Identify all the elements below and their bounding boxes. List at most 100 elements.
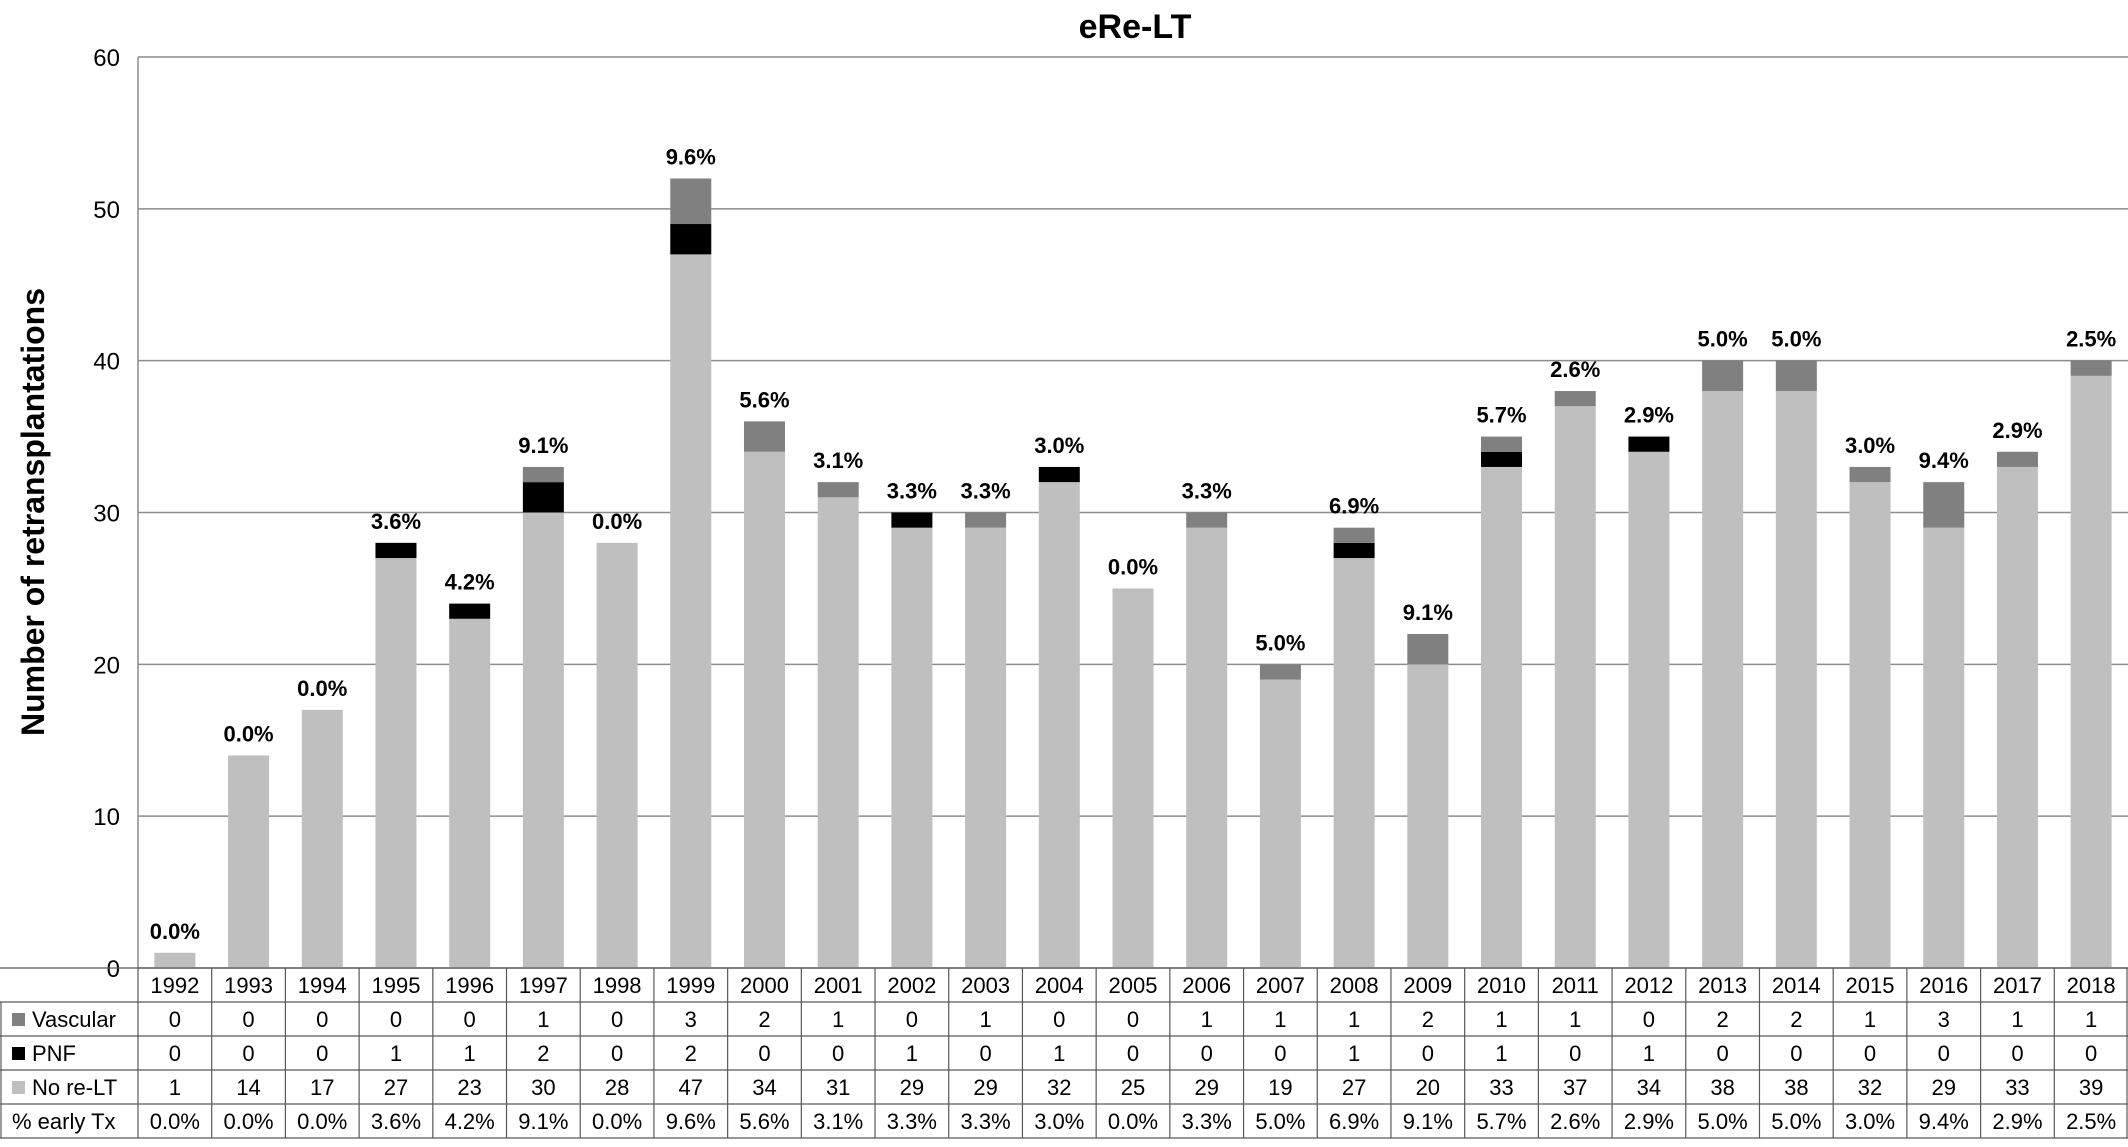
bar-segment-vascular: [2070, 360, 2112, 376]
bar-percent-label: 3.1%: [813, 448, 863, 473]
table-cell: 1: [1864, 1007, 1876, 1032]
bar-segment-no-re-lt: [1038, 482, 1080, 968]
table-cell: 0: [1274, 1041, 1286, 1066]
table-cell: 0: [1790, 1041, 1802, 1066]
legend-swatch: [12, 1047, 25, 1060]
bar-segment-no-re-lt: [1996, 466, 2038, 968]
bar-segment-no-re-lt: [1112, 588, 1154, 968]
table-cell: 9.6%: [666, 1109, 716, 1134]
x-category-label: 2015: [1846, 973, 1895, 998]
table-cell: 2: [685, 1041, 697, 1066]
table-cell: 1: [979, 1007, 991, 1032]
table-cell: 0: [758, 1041, 770, 1066]
table-cell: 0: [1569, 1041, 1581, 1066]
table-cell: 3.6%: [371, 1109, 421, 1134]
bar-segment-no-re-lt: [1554, 406, 1596, 968]
table-cell: 1: [537, 1007, 549, 1032]
table-cell: 2: [758, 1007, 770, 1032]
bar-segment-no-re-lt: [1628, 451, 1670, 968]
bar-segment-vascular: [1996, 451, 2038, 467]
x-category-label: 1993: [224, 973, 273, 998]
bar-segment-no-re-lt: [522, 512, 564, 968]
bars: [154, 178, 2112, 969]
x-category-label: 2018: [2067, 973, 2116, 998]
bar-segment-vascular: [1554, 391, 1596, 407]
bar-percent-label: 3.3%: [1182, 479, 1232, 504]
x-category-label: 2000: [740, 973, 789, 998]
y-axis-label: Number of retransplantations: [15, 288, 51, 736]
bar-segment-vascular: [1259, 664, 1301, 680]
table-cell: 1: [1348, 1007, 1360, 1032]
x-category-label: 1995: [371, 973, 420, 998]
table-cell: 0: [390, 1007, 402, 1032]
table-cell: 2.9%: [1992, 1109, 2042, 1134]
x-category-label: 1998: [593, 973, 642, 998]
table-cell: 6.9%: [1329, 1109, 1379, 1134]
bar-segment-no-re-lt: [817, 497, 859, 968]
bar-segment-no-re-lt: [1481, 466, 1523, 968]
table-cell: 0: [1643, 1007, 1655, 1032]
bar-segment-no-re-lt: [1186, 527, 1228, 968]
x-category-label: 2002: [887, 973, 936, 998]
table-cell: 0: [316, 1041, 328, 1066]
x-category-label: 1996: [445, 973, 494, 998]
y-tick-label: 0: [107, 956, 120, 983]
bar-segment-vascular: [1333, 527, 1375, 543]
bar-percent-label: 3.3%: [961, 479, 1011, 504]
bar-segment-pnf: [1333, 542, 1375, 559]
x-category-label: 2001: [814, 973, 863, 998]
table-cell: 0: [1422, 1041, 1434, 1066]
table-cell: 2.5%: [2066, 1109, 2116, 1134]
bar-segment-vascular: [1186, 512, 1228, 528]
bar-segment-no-re-lt: [891, 527, 933, 968]
x-category-label: 2017: [1993, 973, 2042, 998]
table-row-label: % early Tx: [12, 1109, 116, 1134]
bar-segment-vascular: [522, 466, 564, 483]
table-cell: 0: [169, 1041, 181, 1066]
table-cell: 0: [611, 1007, 623, 1032]
table-cell: 5.6%: [739, 1109, 789, 1134]
table-cell: 0: [2085, 1041, 2097, 1066]
bar-percent-label: 3.0%: [1034, 433, 1084, 458]
bar-segment-vascular: [670, 178, 712, 225]
table-cell: 1: [906, 1041, 918, 1066]
table-cell: 32: [1858, 1075, 1882, 1100]
table-cell: 38: [1710, 1075, 1734, 1100]
bar-percent-label: 5.0%: [1698, 327, 1748, 352]
bar-segment-pnf: [375, 542, 417, 559]
bar-percent-label: 5.6%: [739, 387, 789, 412]
table-cell: 0: [1053, 1007, 1065, 1032]
y-tick-label: 30: [93, 501, 120, 528]
x-category-label: 1997: [519, 973, 568, 998]
legend-swatch: [12, 1081, 25, 1094]
bar-segment-no-re-lt: [670, 254, 712, 969]
bar-percent-label: 2.9%: [1992, 418, 2042, 443]
x-category-label: 2003: [961, 973, 1010, 998]
x-category-label: 2007: [1256, 973, 1305, 998]
bar-segment-vascular: [965, 512, 1007, 528]
table-cell: 1: [1053, 1041, 1065, 1066]
bar-segment-vascular: [1923, 482, 1965, 528]
bar-percent-label: 3.6%: [371, 509, 421, 534]
table-cell: 0.0%: [223, 1109, 273, 1134]
bar-segment-pnf: [449, 603, 491, 619]
bar-segment-no-re-lt: [1702, 391, 1744, 968]
x-category-label: 2009: [1403, 973, 1452, 998]
y-tick-label: 40: [93, 349, 120, 376]
table-cell: 1: [169, 1075, 181, 1100]
bar-segment-vascular: [1702, 360, 1744, 392]
bar-percent-label: 0.0%: [592, 509, 642, 534]
table-cell: 9.4%: [1919, 1109, 1969, 1134]
table-cell: 3: [1938, 1007, 1950, 1032]
table-cell: 9.1%: [1403, 1109, 1453, 1134]
table-cell: 20: [1416, 1075, 1440, 1100]
bar-segment-no-re-lt: [301, 709, 343, 968]
table-cell: 0: [979, 1041, 991, 1066]
table-cell: 3.0%: [1845, 1109, 1895, 1134]
data-table: 1992 1993 1994 1995 1996 1997 1998 1999 2000 2001…: [0, 967, 2128, 1139]
table-cell: 5.0%: [1255, 1109, 1305, 1134]
table-cell: 23: [457, 1075, 481, 1100]
bar-segment-no-re-lt: [375, 558, 417, 968]
bar-segment-no-re-lt: [228, 755, 270, 968]
